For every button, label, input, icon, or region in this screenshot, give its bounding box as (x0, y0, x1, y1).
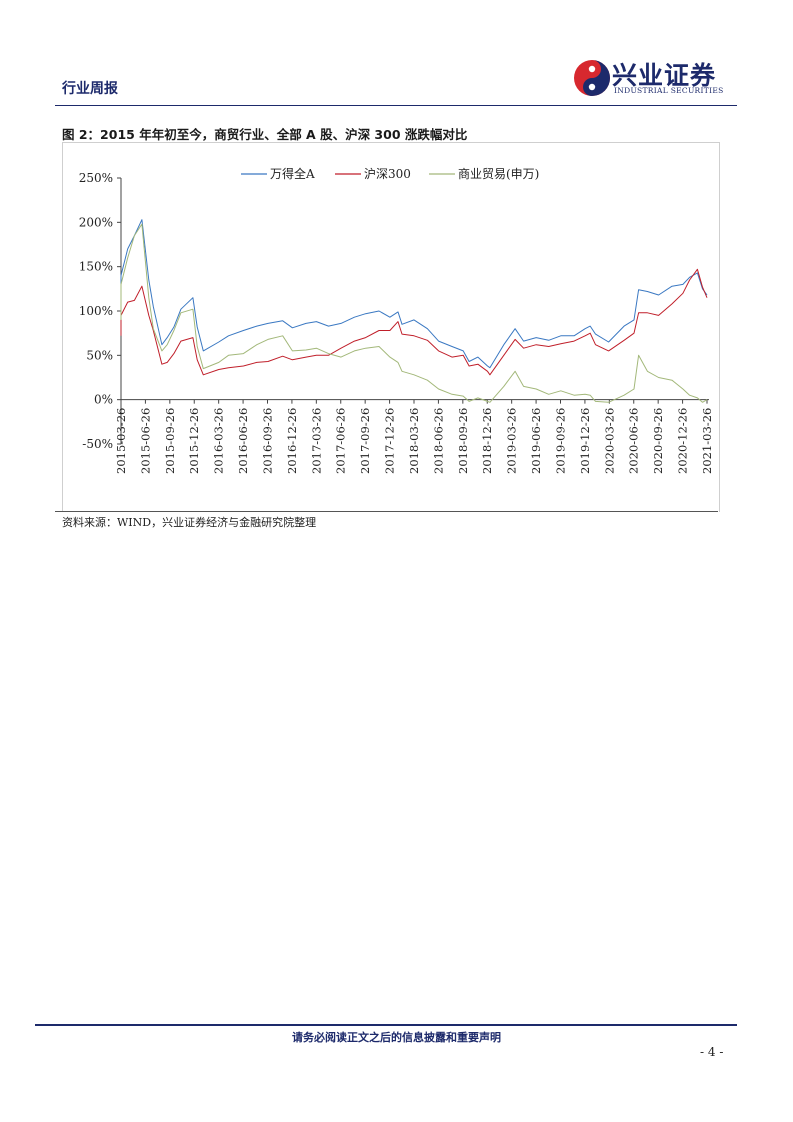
figure-title: 图 2：2015 年年初至今，商贸行业、全部 A 股、沪深 300 涨跌幅对比 (62, 127, 468, 142)
plot-area (120, 219, 708, 403)
line-chart: 万得全A 沪深300 商业贸易(申万) -50% 0% 50% 100% 150% 200% 2… (79, 166, 714, 474)
x-tick-label: 2020-09-26 (651, 408, 665, 474)
y-tick-label: 200% (79, 215, 113, 229)
x-tick-label: 2015-09-26 (163, 408, 177, 474)
x-tick-label: 2015-03-26 (114, 408, 128, 474)
x-tick-label: 2018-03-26 (407, 408, 421, 474)
header-divider (55, 105, 737, 106)
x-tick-label: 2018-09-26 (456, 408, 470, 474)
x-tick-label: 2016-12-26 (285, 408, 299, 474)
series-line-2 (120, 223, 708, 403)
disclaimer-note: 请务必阅读正文之后的信息披露和重要声明 (292, 1031, 501, 1044)
source-note: 资料来源：WIND，兴业证券经济与金融研究院整理 (62, 516, 317, 529)
x-tick-label: 2019-03-26 (505, 408, 519, 474)
y-axis: -50% 0% 50% 100% 150% 200% 250% (79, 171, 122, 451)
x-tick-label: 2019-09-26 (554, 408, 568, 474)
footer-divider (35, 1024, 737, 1026)
x-tick-label: 2019-06-26 (529, 408, 543, 474)
x-tick-label: 2015-06-26 (138, 408, 152, 474)
logo-en-name: INDUSTRIAL SECURITIES (614, 86, 724, 95)
x-tick-label: 2020-03-26 (602, 408, 616, 474)
x-tick-label: 2020-06-26 (627, 408, 641, 474)
y-tick-label: -50% (82, 437, 113, 451)
x-tick-label: 2018-12-26 (480, 408, 494, 474)
y-tick-label: 0% (94, 393, 113, 407)
x-tick-label: 2021-03-26 (700, 408, 714, 474)
x-tick-label: 2017-03-26 (309, 408, 323, 474)
y-tick-label: 100% (79, 304, 113, 318)
y-tick-label: 250% (79, 171, 113, 185)
figure-frame: 万得全A 沪深300 商业贸易(申万) -50% 0% 50% 100% 150% 200% 2… (62, 142, 720, 512)
report-type-title: 行业周报 (62, 81, 118, 97)
page-number: - 4 - (700, 1045, 724, 1059)
x-tick-label: 2016-03-26 (212, 408, 226, 474)
x-tick-label: 2016-06-26 (236, 408, 250, 474)
x-tick-label: 2017-06-26 (334, 408, 348, 474)
x-tick-label: 2016-09-26 (261, 408, 275, 474)
x-tick-label: 2015-12-26 (187, 408, 201, 474)
logo-cn-name: 兴业证券 (612, 61, 717, 90)
x-tick-label: 2019-12-26 (578, 408, 592, 474)
x-tick-label: 2020-12-26 (676, 408, 690, 474)
logo-mark-icon (574, 60, 610, 96)
legend-label-1: 沪深300 (364, 167, 411, 181)
chart-legend: 万得全A 沪深300 商业贸易(申万) (241, 166, 539, 181)
legend-label-2: 商业贸易(申万) (458, 166, 539, 181)
legend-label-0: 万得全A (270, 166, 315, 181)
company-logo: 兴业证券 INDUSTRIAL SECURITIES (572, 56, 742, 100)
x-tick-label: 2018-06-26 (431, 408, 445, 474)
y-tick-label: 50% (86, 348, 113, 362)
figure-bottom-rule (55, 511, 718, 512)
series-line-1 (120, 268, 708, 376)
x-tick-label: 2017-09-26 (358, 408, 372, 474)
x-tick-label: 2017-12-26 (383, 408, 397, 474)
series-line-0 (120, 219, 708, 369)
x-axis: 2015-03-26 2015-06-26 2015-09-26 2015-12-26… (114, 399, 714, 474)
y-tick-label: 150% (79, 260, 113, 274)
